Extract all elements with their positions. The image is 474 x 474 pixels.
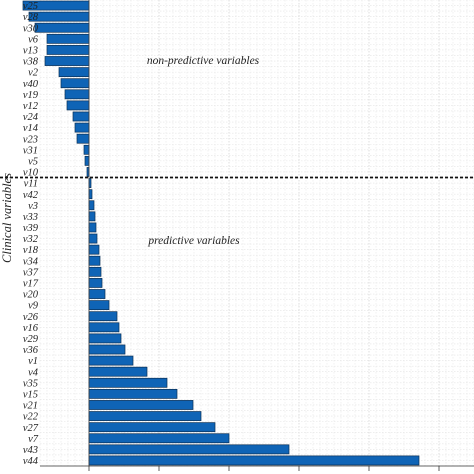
bar-v32	[88, 233, 98, 244]
bar-v36	[88, 344, 126, 355]
bar-v6	[46, 33, 90, 44]
bar-v12	[66, 100, 90, 111]
bar-v21	[88, 400, 194, 410]
tick-label-v22: v22	[23, 412, 39, 423]
bar-v23	[76, 133, 90, 144]
tick-label-v16: v16	[23, 323, 39, 334]
bar-v19	[64, 89, 90, 100]
tick-label-v42: v42	[23, 190, 39, 201]
tick-label-v1: v1	[28, 356, 38, 367]
tick-label-v20: v20	[23, 290, 39, 301]
bar-v30	[34, 22, 90, 33]
tick-label-v6: v6	[28, 34, 39, 45]
bar-v40	[60, 78, 90, 89]
bar-v4	[88, 366, 148, 377]
tick-label-v21: v21	[23, 401, 38, 412]
tick-label-v38: v38	[23, 57, 39, 68]
tick-label-v3: v3	[28, 201, 38, 212]
bar-v39	[88, 222, 97, 233]
bar-v14	[74, 122, 90, 133]
tick-label-v23: v23	[23, 134, 38, 145]
bar-v1	[88, 355, 134, 366]
bar-v34	[88, 255, 101, 266]
tick-label-v11: v11	[24, 179, 38, 190]
tick-label-v7: v7	[28, 434, 39, 445]
tick-label-v4: v4	[28, 367, 39, 378]
tick-label-v12: v12	[23, 101, 39, 112]
y-tick-labels: v25v28v30v6v13v38v2v40v19v12v24v14v23v31…	[23, 1, 39, 467]
tick-label-v44: v44	[23, 456, 39, 467]
bar-v37	[88, 266, 102, 277]
tick-label-v37: v37	[23, 267, 39, 278]
tick-label-v32: v32	[23, 234, 39, 245]
bar-v29	[88, 333, 122, 344]
bar-v7	[88, 433, 230, 444]
tick-label-v18: v18	[23, 245, 39, 256]
tick-label-v9: v9	[28, 301, 39, 312]
bar-v16	[88, 322, 120, 333]
bar-v24	[72, 111, 90, 122]
annotation-predictive: predictive variables	[147, 235, 240, 247]
bar-v31	[83, 144, 90, 155]
bar-v28	[28, 11, 90, 22]
bar-v26	[88, 311, 118, 322]
bar-v3	[88, 200, 95, 211]
bar-v17	[88, 278, 103, 288]
bar-v5	[84, 155, 90, 166]
bar-v42	[88, 189, 93, 200]
bar-v43	[88, 444, 290, 455]
tick-label-v2: v2	[28, 68, 39, 79]
bar-v38	[44, 56, 90, 66]
bar-v20	[88, 289, 106, 299]
tick-label-v34: v34	[23, 256, 39, 267]
tick-label-v5: v5	[28, 156, 38, 167]
bar-v18	[88, 244, 100, 255]
bars	[22, 0, 420, 466]
tick-label-v27: v27	[23, 423, 39, 434]
bar-v44	[88, 455, 420, 466]
tick-label-v40: v40	[23, 79, 39, 90]
tick-label-v30: v30	[23, 23, 39, 34]
bar-v9	[88, 300, 110, 311]
bar-v13	[46, 45, 90, 55]
tick-label-v33: v33	[23, 212, 38, 223]
tick-label-v28: v28	[23, 12, 39, 23]
y-axis-label: Clinical variables	[0, 173, 14, 263]
tick-label-v31: v31	[23, 145, 38, 156]
bar-v35	[88, 377, 168, 388]
tick-label-v25: v25	[23, 1, 38, 12]
tick-label-v13: v13	[23, 46, 38, 57]
tick-label-v17: v17	[23, 279, 39, 290]
tick-label-v26: v26	[23, 312, 39, 323]
bar-v2	[58, 67, 90, 78]
tick-label-v43: v43	[23, 445, 38, 456]
tick-label-v15: v15	[23, 389, 38, 400]
annotation-non-predictive: non-predictive variables	[147, 55, 260, 67]
tick-label-v10: v10	[23, 168, 39, 179]
bar-v33	[88, 211, 96, 222]
tick-label-v39: v39	[23, 223, 39, 234]
tick-label-v19: v19	[23, 90, 39, 101]
tick-label-v29: v29	[23, 334, 39, 345]
tick-label-v24: v24	[23, 112, 39, 123]
tick-label-v36: v36	[23, 345, 39, 356]
bar-v15	[88, 388, 178, 399]
bar-v27	[88, 422, 216, 433]
tick-label-v14: v14	[23, 123, 39, 134]
bar-v22	[88, 411, 202, 421]
tick-label-v35: v35	[23, 378, 38, 389]
